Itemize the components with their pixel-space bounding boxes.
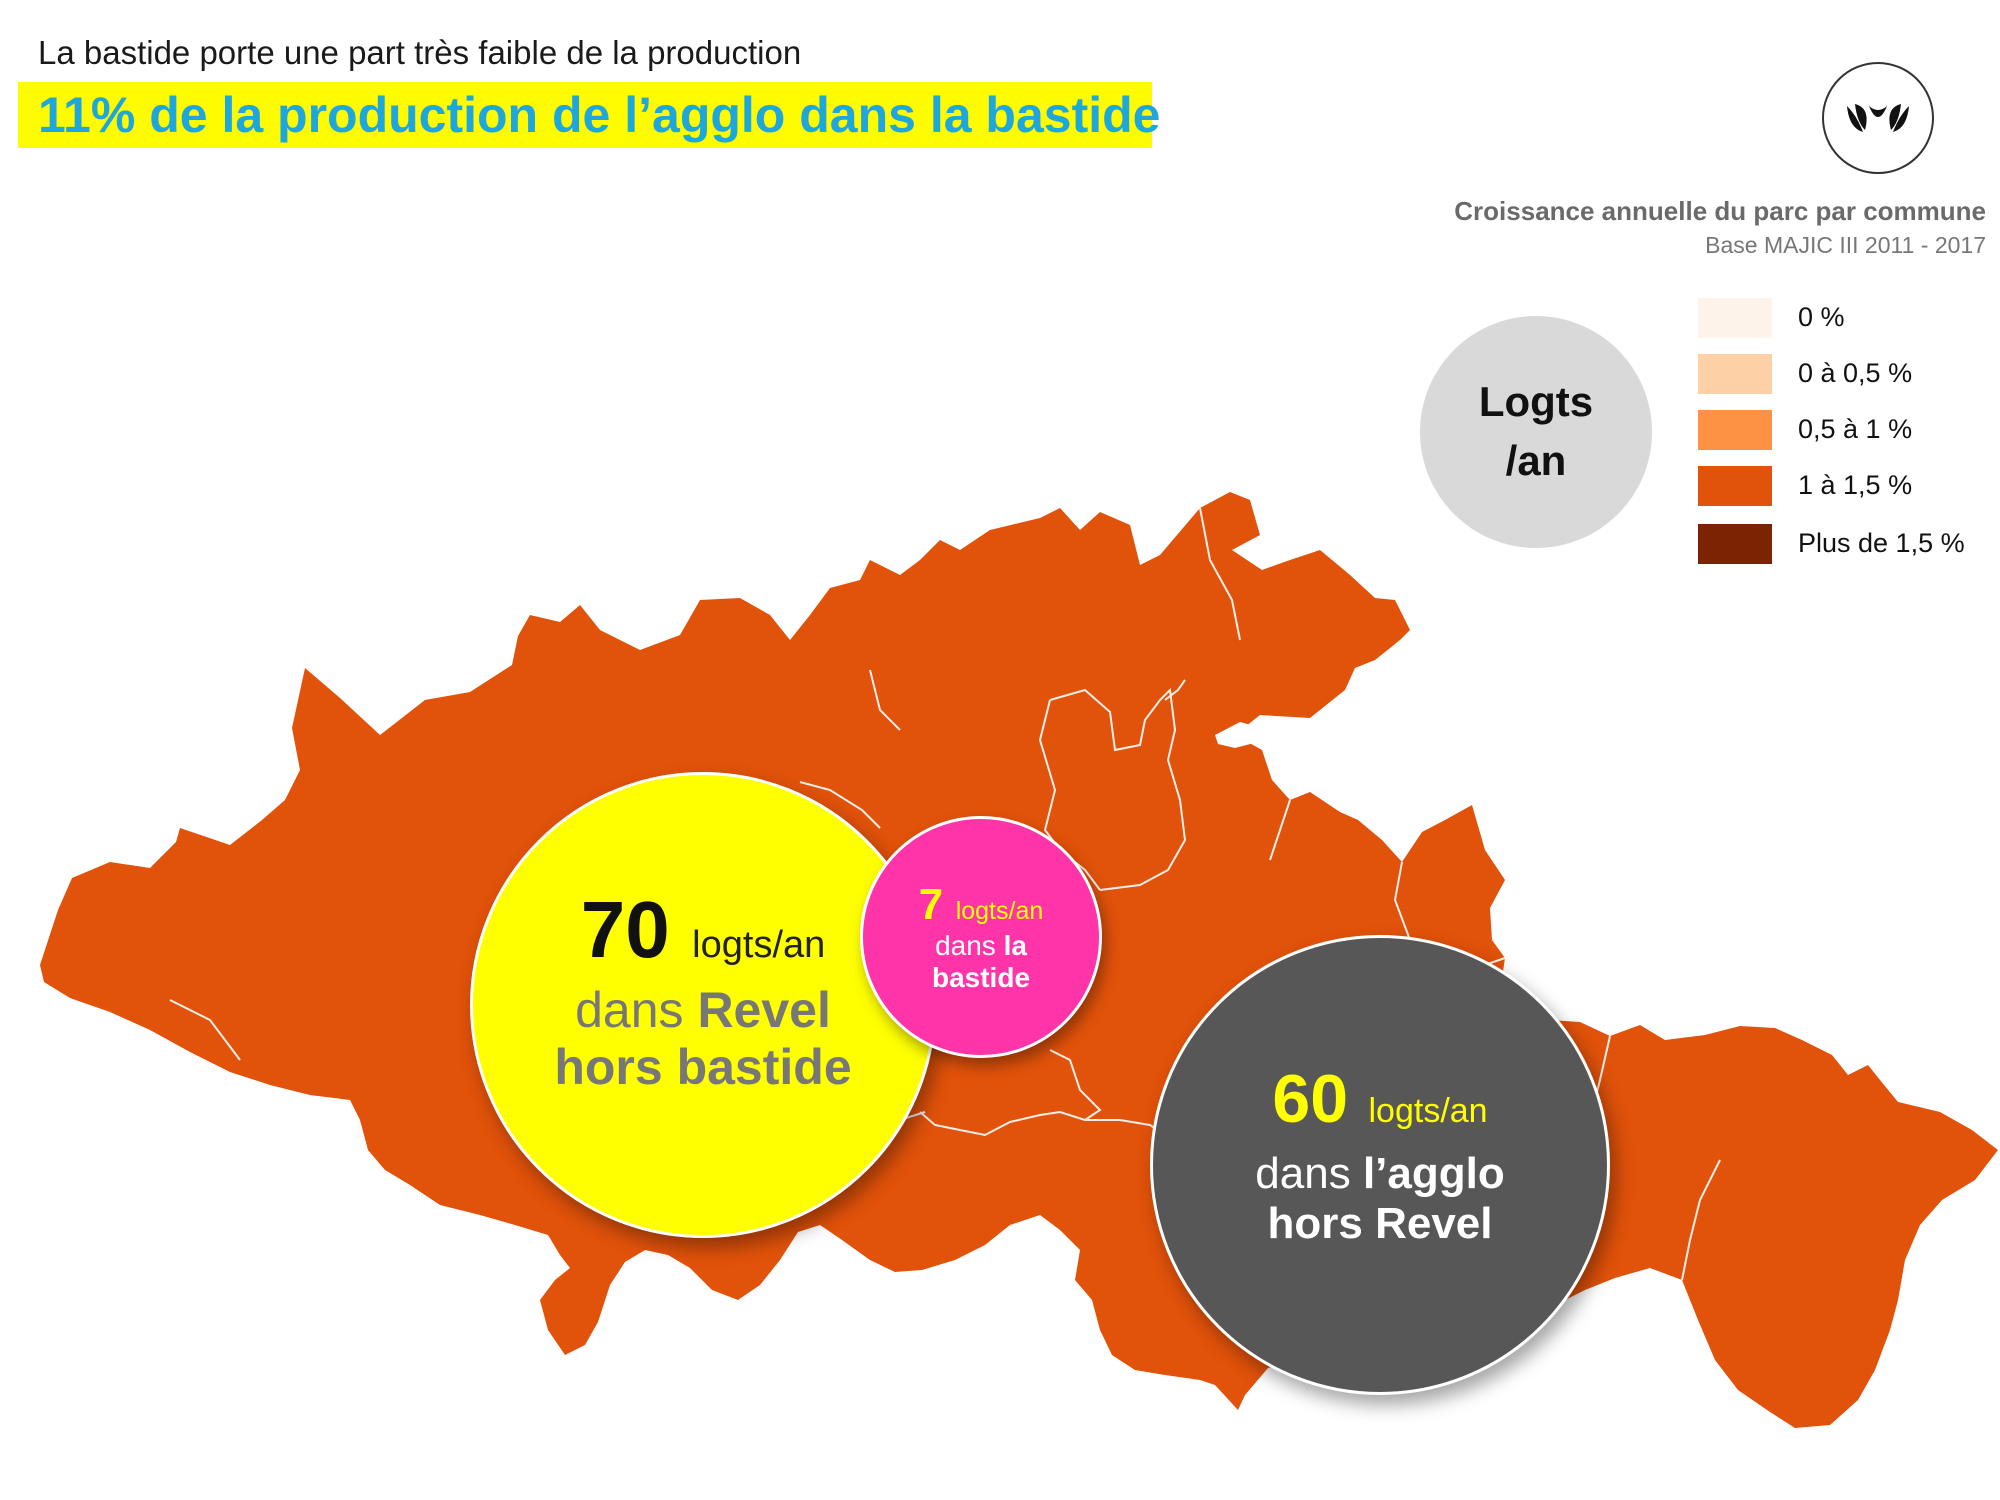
- revel-place2: hors bastide: [554, 1039, 852, 1095]
- page-subtitle: La bastide porte une part très faible de…: [38, 34, 802, 71]
- bastide-bubble: 7 logts/an dans la bastide: [860, 816, 1102, 1058]
- legend-label: 0 à 0,5 %: [1798, 358, 1913, 388]
- size-key-line1: Logts: [1478, 378, 1594, 426]
- legend-label: 0,5 à 1 %: [1798, 414, 1913, 444]
- bastide-value: 7: [918, 879, 944, 929]
- leaves-logo-icon: [1822, 62, 1934, 174]
- size-key-circle: Logts /an: [1420, 316, 1652, 548]
- legend-item: Plus de 1,5 %: [1698, 524, 1988, 564]
- legend-title: Croissance annuelle du parc par commune: [1454, 196, 1986, 226]
- revel-unit: logts/an: [692, 923, 826, 966]
- agglo-place1: l’agglo: [1362, 1148, 1505, 1198]
- map-enclave: [1215, 722, 1262, 748]
- legend-label: 0 %: [1798, 302, 1845, 332]
- legend-swatch-4: [1698, 524, 1772, 564]
- size-key-line2: /an: [1505, 437, 1567, 484]
- revel-value: 70: [580, 884, 670, 974]
- bastide-place2: bastide: [931, 962, 1031, 994]
- legend-swatch-0: [1698, 298, 1772, 338]
- legend-swatch-2: [1698, 410, 1772, 450]
- agglo-value: 60: [1272, 1061, 1349, 1138]
- revel-prefix: dans: [575, 981, 684, 1038]
- agglo-place2: hors Revel: [1267, 1199, 1493, 1249]
- legend-item: 1 à 1,5 %: [1698, 466, 1988, 506]
- legend-swatch-1: [1698, 354, 1772, 394]
- bastide-unit: logts/an: [955, 896, 1044, 925]
- agglo-bubble: 60 logts/an dans l’agglo hors Revel: [1150, 935, 1610, 1395]
- agglo-unit: logts/an: [1368, 1092, 1488, 1131]
- revel-bubble: 70 logts/an dans Revel hors bastide: [470, 772, 936, 1238]
- agglo-prefix: dans: [1255, 1148, 1351, 1198]
- legend-item: 0 à 0,5 %: [1698, 354, 1988, 394]
- legend-item: 0,5 à 1 %: [1698, 410, 1988, 450]
- headline-highlight: [18, 82, 1152, 148]
- legend-label: 1 à 1,5 %: [1798, 470, 1913, 500]
- bastide-prefix: dans: [935, 930, 996, 962]
- legend-item: 0 %: [1698, 298, 1988, 338]
- bastide-place1: la: [1003, 930, 1027, 962]
- legend-swatch-3: [1698, 466, 1772, 506]
- revel-place1: Revel: [697, 981, 831, 1038]
- legend-source: Base MAJIC III 2011 - 2017: [1705, 232, 1986, 258]
- legend-label: Plus de 1,5 %: [1798, 528, 1965, 558]
- page-headline: 11% de la production de l’agglo dans la …: [38, 87, 1161, 143]
